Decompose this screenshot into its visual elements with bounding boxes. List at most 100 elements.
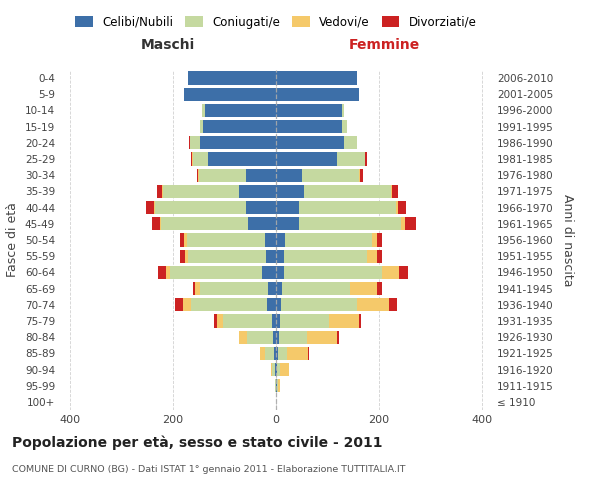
Bar [276,120,342,134]
Bar [299,201,396,214]
Bar [284,250,367,263]
Bar [276,250,284,263]
Bar [337,330,339,344]
Bar [200,120,203,134]
Bar [274,346,276,360]
Bar [199,168,246,182]
Bar [396,201,398,214]
Bar [155,201,246,214]
Bar [175,298,183,312]
Legend: Celibi/Nubili, Coniugati/e, Vedovi/e, Divorziati/e: Celibi/Nubili, Coniugati/e, Vedovi/e, Di… [71,11,481,34]
Bar [203,120,276,134]
Bar [262,266,276,279]
Y-axis label: Fasce di età: Fasce di età [7,202,19,278]
Bar [280,363,289,376]
Bar [158,266,166,279]
Bar [161,217,248,230]
Text: COMUNE DI CURNO (BG) - Dati ISTAT 1° gennaio 2011 - Elaborazione TUTTITALIA.IT: COMUNE DI CURNO (BG) - Dati ISTAT 1° gen… [12,465,406,474]
Bar [208,152,276,166]
Bar [329,314,359,328]
Bar [401,217,405,230]
Text: Popolazione per età, sesso e stato civile - 2011: Popolazione per età, sesso e stato civil… [12,435,383,450]
Bar [304,185,391,198]
Bar [275,363,276,376]
Bar [287,346,308,360]
Bar [276,72,357,85]
Bar [154,201,155,214]
Bar [342,120,347,134]
Bar [391,185,392,198]
Bar [278,346,287,360]
Bar [188,72,276,85]
Bar [266,250,276,263]
Bar [276,298,281,312]
Bar [268,282,276,295]
Bar [166,266,170,279]
Bar [265,234,276,246]
Bar [160,217,161,230]
Bar [276,234,285,246]
Bar [299,217,401,230]
Bar [197,168,199,182]
Bar [359,168,361,182]
Bar [389,298,397,312]
Bar [276,314,280,328]
Bar [367,250,377,263]
Bar [180,234,184,246]
Bar [276,217,299,230]
Bar [276,201,299,214]
Bar [146,201,154,214]
Bar [337,152,365,166]
Bar [180,250,185,263]
Bar [184,234,187,246]
Bar [217,314,223,328]
Bar [342,104,344,117]
Bar [350,282,377,295]
Bar [365,152,367,166]
Bar [377,282,382,295]
Bar [398,201,406,214]
Bar [162,185,163,198]
Bar [247,330,274,344]
Text: Femmine: Femmine [349,38,419,52]
Bar [276,88,359,101]
Y-axis label: Anni di nascita: Anni di nascita [562,194,574,286]
Bar [191,298,267,312]
Bar [157,185,162,198]
Bar [274,330,276,344]
Bar [265,346,274,360]
Bar [276,168,302,182]
Bar [246,168,276,182]
Bar [276,152,337,166]
Text: Maschi: Maschi [141,38,195,52]
Bar [193,282,195,295]
Bar [276,346,278,360]
Bar [377,234,382,246]
Bar [371,234,377,246]
Bar [308,346,310,360]
Bar [187,234,265,246]
Bar [248,217,276,230]
Bar [276,330,278,344]
Bar [276,104,342,117]
Bar [170,266,262,279]
Bar [278,330,307,344]
Bar [239,185,276,198]
Bar [276,363,277,376]
Bar [205,104,276,117]
Bar [276,282,282,295]
Bar [276,185,304,198]
Bar [246,201,276,214]
Bar [190,136,200,149]
Bar [200,282,268,295]
Bar [405,217,416,230]
Bar [281,298,357,312]
Bar [302,168,359,182]
Bar [152,217,160,230]
Bar [191,152,192,166]
Bar [357,298,389,312]
Bar [359,314,361,328]
Bar [285,234,371,246]
Bar [202,104,205,117]
Bar [307,330,337,344]
